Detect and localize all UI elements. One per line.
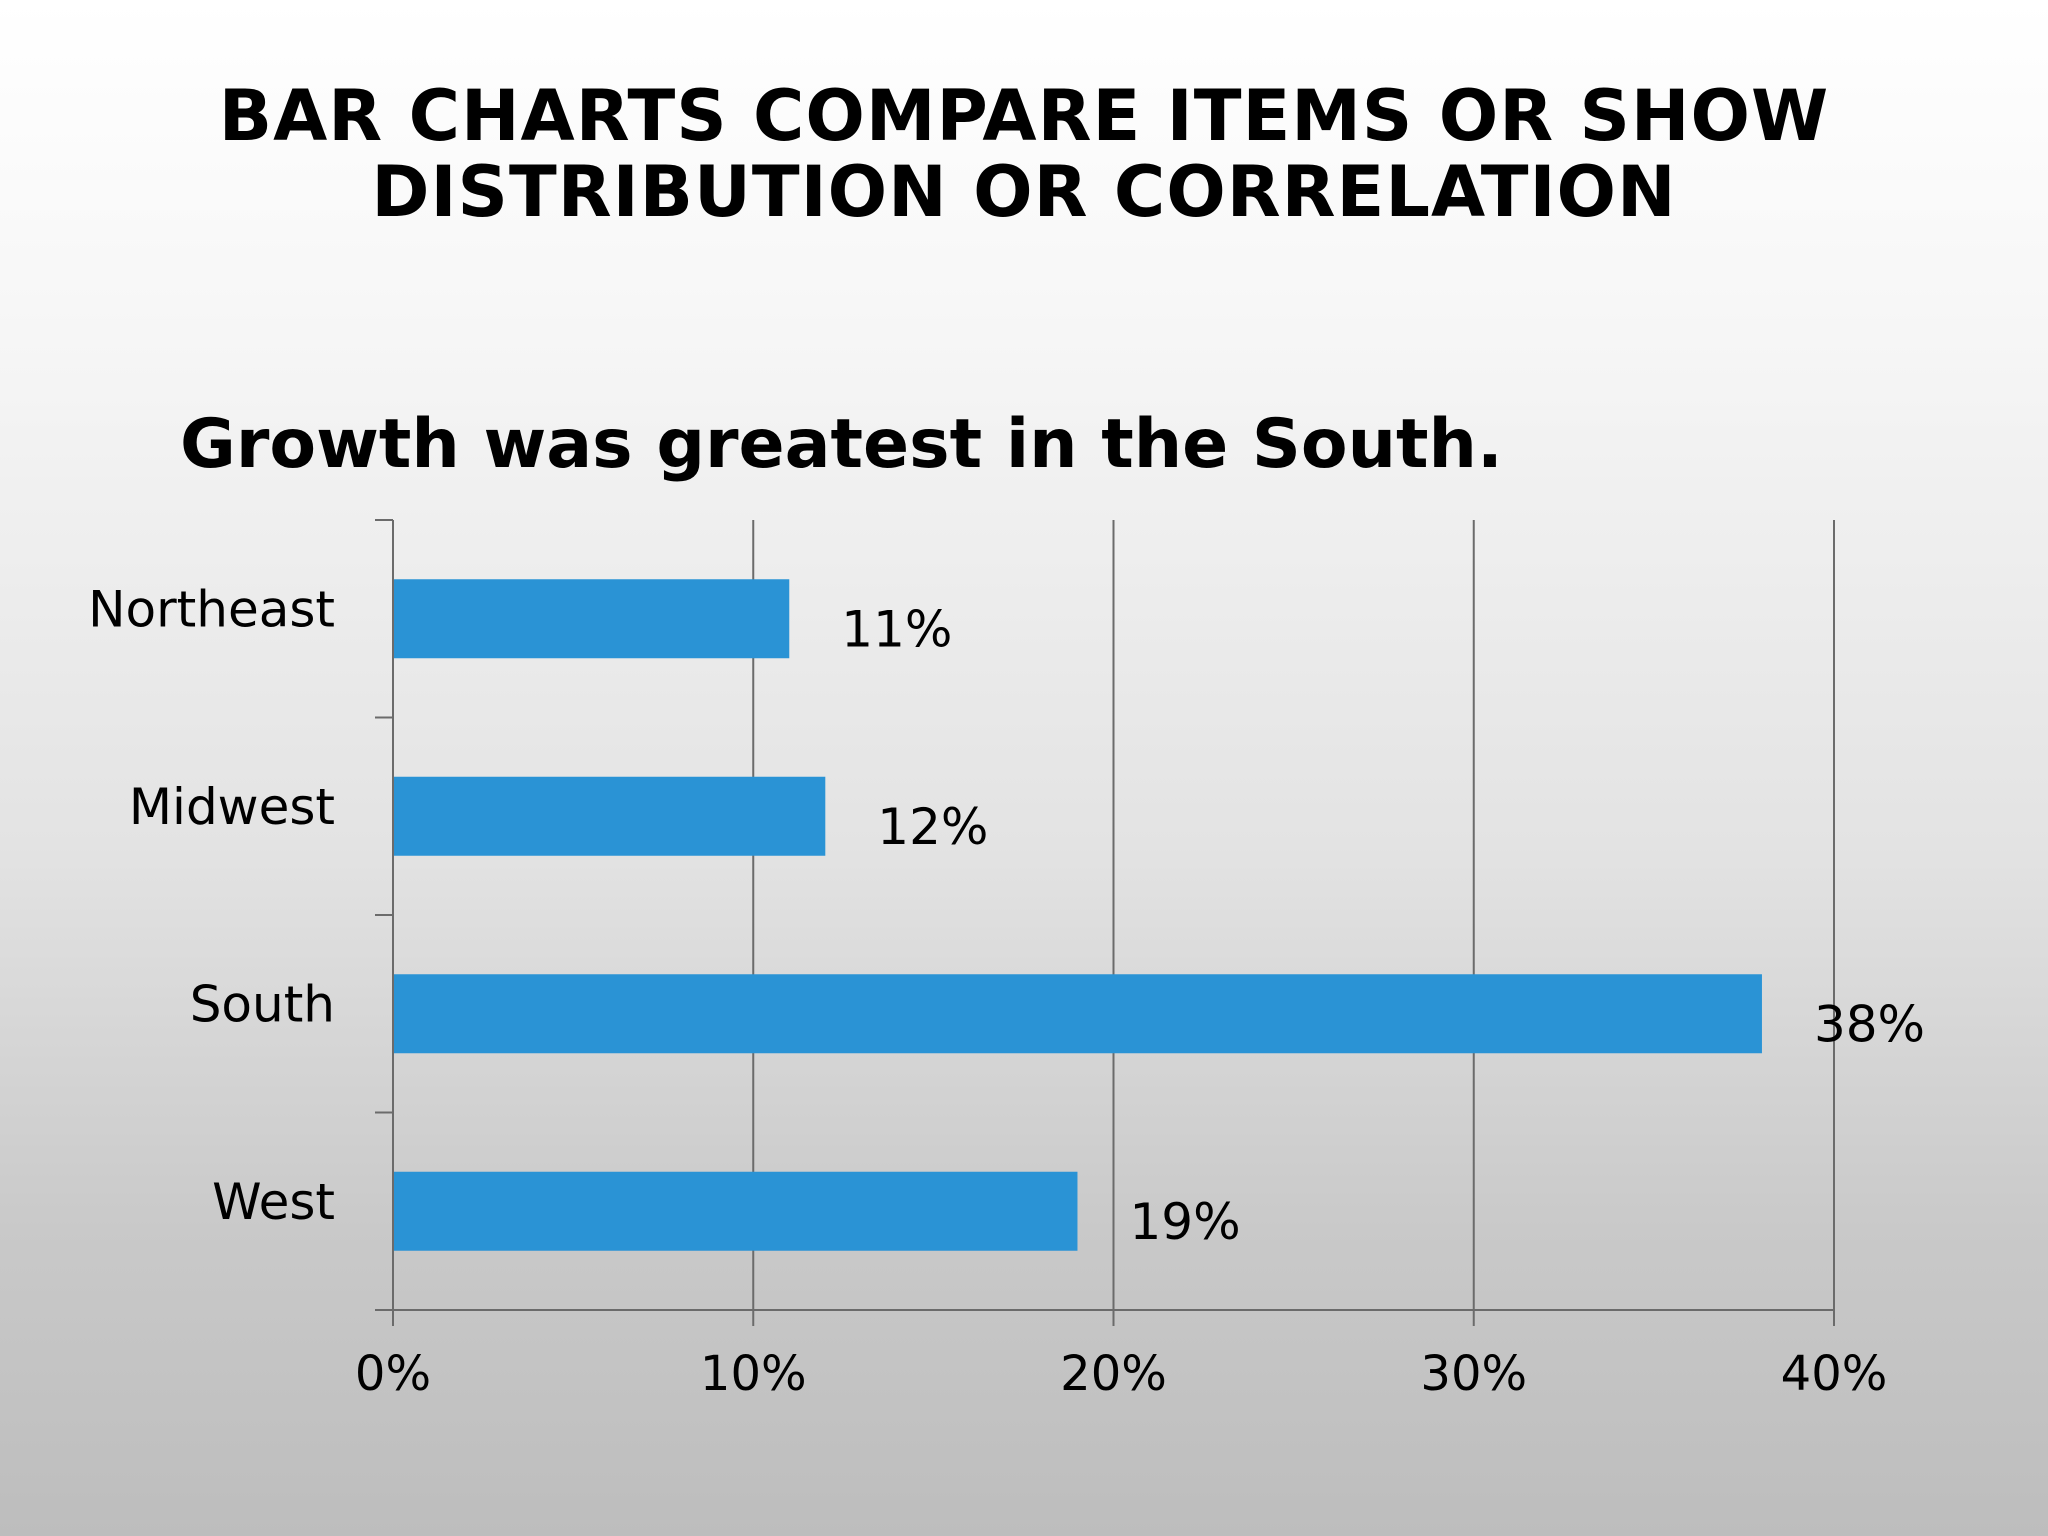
category-label-northeast: Northeast: [88, 580, 335, 638]
bar-south: [393, 974, 1762, 1054]
x-tick-label-4: 40%: [1781, 1346, 1888, 1402]
bar-midwest: [393, 776, 826, 856]
slide-title-line-2: DISTRIBUTION OR CORRELATION: [371, 151, 1677, 233]
bar-northeast: [393, 579, 790, 659]
category-label-west: West: [212, 1173, 335, 1231]
slide-title-line-1: BAR CHARTS COMPARE ITEMS OR SHOW: [218, 75, 1830, 157]
labels: Northeast Midwest South West 11% 12% 38% 19% 0% 1…: [88, 580, 1925, 1402]
data-label-midwest: 12%: [877, 798, 988, 856]
axes: [375, 519, 1835, 1326]
data-label-south: 38%: [1814, 995, 1925, 1053]
category-label-south: South: [190, 975, 335, 1033]
slide-title: BAR CHARTS COMPARE ITEMS OR SHOW DISTRIB…: [0, 78, 2048, 230]
bar-west: [393, 1171, 1078, 1251]
x-tick-label-1: 10%: [700, 1346, 807, 1402]
bars: [393, 579, 1762, 1251]
data-label-northeast: 11%: [841, 600, 952, 658]
category-label-midwest: Midwest: [129, 778, 335, 836]
x-tick-label-2: 20%: [1060, 1346, 1167, 1402]
x-tick-label-0: 0%: [355, 1346, 431, 1402]
data-label-west: 19%: [1129, 1193, 1240, 1251]
chart-title: Growth was greatest in the South.: [180, 405, 1503, 484]
x-tick-label-3: 30%: [1420, 1346, 1527, 1402]
